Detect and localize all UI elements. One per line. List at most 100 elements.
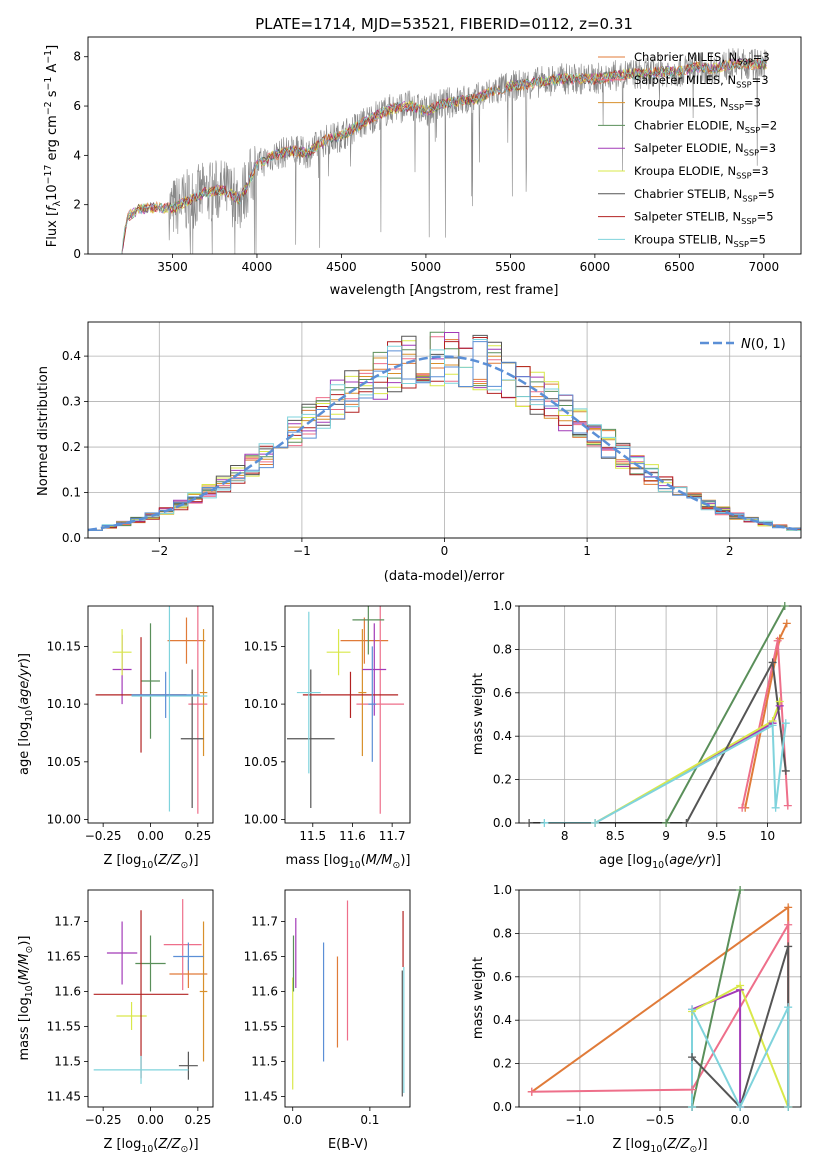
x-tick-label: 0.00 bbox=[137, 1113, 164, 1127]
y-tick-label: 11.45 bbox=[244, 1090, 278, 1104]
y-tick-label: 0.0 bbox=[493, 816, 512, 830]
spectrum-model-salpeter_stelib bbox=[121, 58, 767, 254]
line-chabrier_elodie bbox=[665, 606, 786, 823]
marker-chabrier_stelib bbox=[784, 942, 793, 951]
figure-title: PLATE=1714, MJD=53521, FIBERID=0112, z=0… bbox=[255, 15, 633, 33]
y-tick-label: 10.15 bbox=[47, 639, 81, 653]
x-tick-label: 8.5 bbox=[606, 829, 625, 843]
line-chabrier_miles bbox=[744, 622, 788, 808]
x-axis-label: age [log10(age/yr)] bbox=[599, 853, 721, 871]
x-tick-label: 6000 bbox=[580, 260, 611, 274]
plot-area-age_vs_Z bbox=[95, 606, 208, 814]
y-tick-label: 10.05 bbox=[47, 755, 81, 769]
legend-label: Salpeter ELODIE, NSSP=3 bbox=[634, 141, 776, 157]
line-chabrier_stelib bbox=[529, 659, 787, 823]
legend-label: Kroupa MILES, NSSP=3 bbox=[634, 96, 761, 112]
x-tick-label: 11.5 bbox=[299, 829, 326, 843]
axes-residuals: −2 −1 0 1 2 0.0 0.1 0.2 0.3 0.4 N(0, 1) (data-model… bbox=[36, 321, 802, 584]
legend-label: Chabrier STELIB, NSSP=5 bbox=[634, 187, 775, 203]
marker-chabrier_stelib bbox=[682, 819, 691, 827]
y-axis-label: mass weight bbox=[471, 957, 486, 1039]
spectrum-model-salpeter_elodie bbox=[121, 58, 767, 254]
x-axis-label: (data-model)/error bbox=[384, 569, 505, 584]
x-tick-label: −0.25 bbox=[85, 1113, 122, 1127]
marker-kroupa_stelib bbox=[540, 819, 549, 827]
y-tick-label: 11.5 bbox=[54, 1055, 81, 1069]
marker-kroupa_elodie bbox=[736, 981, 745, 990]
y-tick-label: 10.00 bbox=[244, 813, 278, 827]
x-tick-label: −0.25 bbox=[85, 829, 122, 843]
x-tick-label: 0.25 bbox=[184, 1113, 211, 1127]
marker-kroupa_stelib bbox=[771, 803, 780, 812]
spectrum-model-chabrier_elodie bbox=[121, 58, 767, 254]
x-axis-label: Z [log10(Z/Z⊙)] bbox=[103, 1137, 198, 1155]
x-axis-label: wavelength [Angstrom, rest frame] bbox=[330, 283, 559, 298]
marker-chabrier_elodie bbox=[662, 819, 671, 827]
y-axis-label: mass [log10(M/M⊙)] bbox=[17, 936, 35, 1061]
x-tick-label: 0.0 bbox=[283, 1113, 302, 1127]
axes-mass_weight_vs_age: 8 8.5 9 9.5 10 0.0 0.2 0.4 0.6 0.8 1.0 age [log10(a… bbox=[471, 599, 802, 871]
axes-age_vs_mass: 11.5 11.6 11.7 10.00 10.05 10.10 10.15 mass [lo… bbox=[244, 605, 411, 871]
plot-area-mass_weight_vs_age bbox=[529, 606, 789, 823]
legend-label: Chabrier MILES, NSSP=3 bbox=[634, 50, 770, 66]
y-tick-label: 0.3 bbox=[62, 395, 81, 409]
spectrum-model-chabrier_stelib bbox=[121, 58, 767, 254]
x-tick-label: 9.5 bbox=[707, 829, 726, 843]
x-tick-label: 4000 bbox=[242, 260, 273, 274]
y-tick-label: 11.45 bbox=[47, 1090, 81, 1104]
y-tick-label: 11.7 bbox=[54, 915, 81, 929]
y-tick-label: 0.0 bbox=[62, 531, 81, 545]
y-axis-label: mass weight bbox=[471, 673, 486, 755]
plot-area-residuals bbox=[88, 331, 801, 532]
legend-label: N(0, 1) bbox=[741, 337, 786, 352]
x-tick-label: 7000 bbox=[749, 260, 780, 274]
histogram-extra_blue bbox=[88, 341, 801, 531]
marker-kroupa_stelib bbox=[688, 1005, 697, 1014]
plot-area-mass_vs_ebv bbox=[292, 900, 405, 1097]
y-tick-label: 0.2 bbox=[493, 773, 512, 787]
x-tick-label: 11.6 bbox=[339, 829, 366, 843]
axes-frame bbox=[284, 605, 411, 824]
legend-label: Chabrier ELODIE, NSSP=2 bbox=[634, 118, 777, 134]
axes-age_vs_Z: −0.25 0.00 0.25 10.00 10.05 10.10 10.15 Z [log1… bbox=[17, 605, 214, 871]
marker-kroupa_stelib bbox=[768, 721, 777, 730]
normal-curve bbox=[88, 355, 801, 532]
marker-chabrier_miles bbox=[782, 619, 791, 628]
marker-salpeter_miles bbox=[738, 803, 747, 812]
marker-chabrier_stelib bbox=[525, 819, 534, 827]
y-tick-label: 11.55 bbox=[244, 1020, 278, 1034]
marker-kroupa_elodie bbox=[775, 697, 784, 706]
spectrum-model-kroupa_miles bbox=[121, 57, 767, 254]
legend-label: Kroupa ELODIE, NSSP=3 bbox=[634, 164, 769, 180]
y-tick-label: 10.10 bbox=[244, 697, 278, 711]
axes-frame bbox=[87, 889, 214, 1108]
x-tick-label: 2 bbox=[726, 544, 734, 558]
spectrum-model-kroupa_stelib bbox=[121, 58, 767, 254]
marker-chabrier_elodie bbox=[780, 602, 789, 610]
axes-spectrum: 3500 4000 4500 5000 5500 6000 6500 7000 0 2 4 6 8 Cha… bbox=[43, 36, 802, 298]
y-tick-label: 10.15 bbox=[244, 639, 278, 653]
plot-area-mass_vs_Z bbox=[93, 899, 208, 1084]
y-tick-label: 10.10 bbox=[47, 697, 81, 711]
y-tick-label: 0.8 bbox=[493, 926, 512, 940]
y-tick-label: 10.05 bbox=[244, 755, 278, 769]
y-tick-label: 6 bbox=[73, 99, 81, 113]
marker-salpeter_miles bbox=[783, 801, 792, 810]
y-tick-label: 0.2 bbox=[62, 440, 81, 454]
y-tick-label: 11.65 bbox=[244, 950, 278, 964]
spectrum-model-chabrier_miles bbox=[121, 58, 767, 254]
x-tick-label: 0.0 bbox=[731, 1113, 750, 1127]
spectrum-model-kroupa_elodie bbox=[121, 59, 767, 254]
y-axis-label: Normed distribution bbox=[36, 366, 51, 496]
legend-label: Salpeter MILES, NSSP=3 bbox=[634, 73, 769, 89]
x-tick-label: 9 bbox=[662, 829, 670, 843]
y-tick-label: 0.2 bbox=[493, 1057, 512, 1071]
y-tick-label: 11.5 bbox=[251, 1055, 278, 1069]
y-tick-label: 4 bbox=[73, 148, 81, 162]
x-tick-label: 4500 bbox=[326, 260, 357, 274]
y-tick-label: 11.7 bbox=[251, 915, 278, 929]
marker-kroupa_stelib bbox=[736, 1103, 745, 1111]
y-tick-label: 11.6 bbox=[251, 985, 278, 999]
